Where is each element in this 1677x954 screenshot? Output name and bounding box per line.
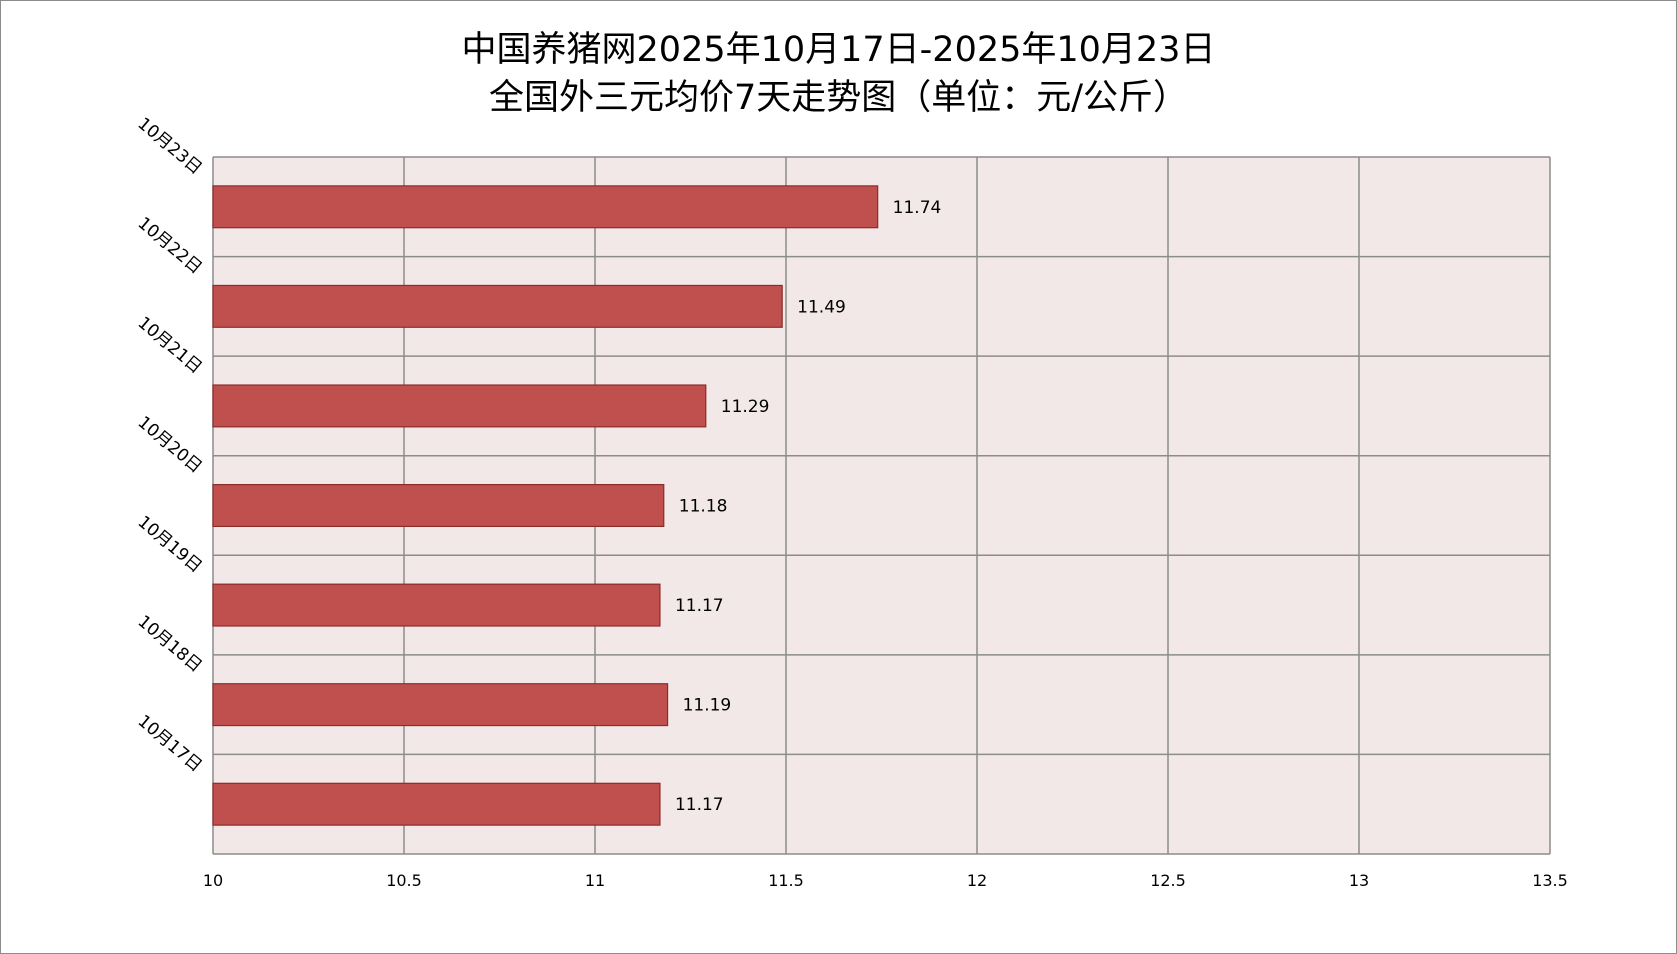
data-label: 11.19: [683, 696, 732, 716]
x-tick-label: 10: [203, 871, 223, 890]
y-tick-label: 10月21日: [134, 313, 206, 378]
x-tick-label: 11: [585, 871, 605, 890]
bars: [212, 185, 879, 826]
y-tick-label: 10月18日: [134, 612, 206, 677]
y-tick-label: 10月19日: [134, 512, 206, 577]
bar: [212, 384, 707, 428]
x-tick-label: 12.5: [1150, 871, 1186, 890]
bar: [212, 683, 669, 727]
x-tick-label: 11.5: [768, 871, 804, 890]
y-tick-label: 10月23日: [134, 114, 206, 179]
y-axis-ticks: 10月17日 10月18日 10月19日 10月20日 10月21日 10月22日 10月2…: [134, 114, 206, 776]
bar: [212, 782, 661, 826]
y-tick-label: 10月17日: [134, 711, 206, 776]
y-tick-label: 10月20日: [134, 413, 206, 478]
data-label: 11.29: [721, 397, 770, 417]
chart-title-line-2: 全国外三元均价7天走势图（单位：元/公斤）: [488, 78, 1189, 118]
x-tick-label: 13.5: [1532, 871, 1568, 890]
x-tick-label: 13: [1349, 871, 1369, 890]
x-tick-label: 10.5: [386, 871, 422, 890]
x-tick-label: 12: [967, 871, 987, 890]
chart-title: 中国养猪网2025年10月17日-2025年10月23日 全国外三元均价7天走势…: [0, 26, 1677, 122]
data-label: 11.18: [679, 497, 728, 517]
bar: [212, 483, 665, 528]
bar: [212, 583, 661, 627]
bar: [212, 284, 783, 328]
data-labels: 11.17 11.19 11.17 11.18 11.29 11.49 11.74: [675, 198, 941, 815]
y-tick-label: 10月22日: [134, 213, 206, 278]
data-label: 11.49: [797, 297, 846, 317]
x-axis-ticks: 10 10.5 11 11.5 12 12.5 13 13.5: [203, 871, 1568, 890]
data-label: 11.17: [675, 795, 724, 815]
data-label: 11.17: [675, 596, 724, 616]
chart-title-line-1: 中国养猪网2025年10月17日-2025年10月23日: [461, 30, 1216, 70]
data-label: 11.74: [893, 198, 942, 218]
bar: [212, 185, 879, 229]
